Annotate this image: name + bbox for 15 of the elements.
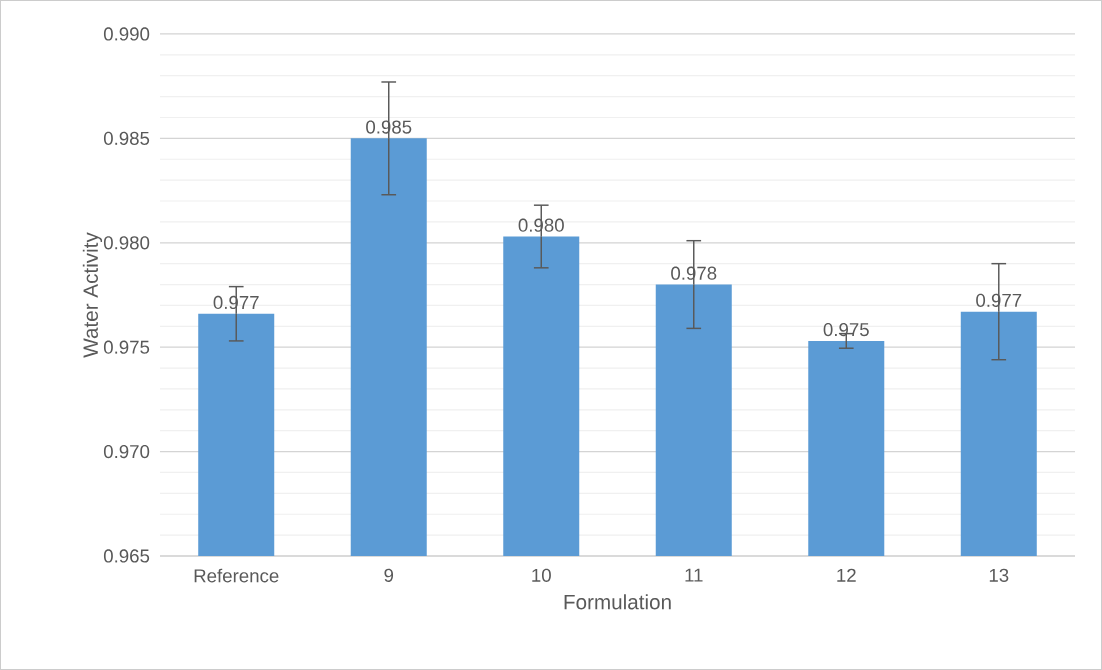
y-tick-label: 0.970 <box>103 444 150 459</box>
y-tick-label: 0.990 <box>103 27 150 41</box>
x-tick-label: Reference <box>194 568 279 583</box>
x-tick-label: 13 <box>989 568 1009 582</box>
x-tick-label: 9 <box>384 568 394 582</box>
y-axis-title: Water Activity <box>82 232 103 358</box>
x-tick-label: 10 <box>532 568 551 582</box>
y-tick-label: 0.965 <box>103 549 150 563</box>
data-label: 0.975 <box>823 322 869 337</box>
y-tick-label: 0.975 <box>103 340 150 354</box>
x-axis-title: Formulation <box>564 594 671 610</box>
y-tick-label: 0.985 <box>103 131 150 145</box>
y-tick-label: 0.980 <box>103 236 150 250</box>
x-tick-label: 11 <box>685 568 703 582</box>
x-tick-label: 12 <box>837 568 856 582</box>
